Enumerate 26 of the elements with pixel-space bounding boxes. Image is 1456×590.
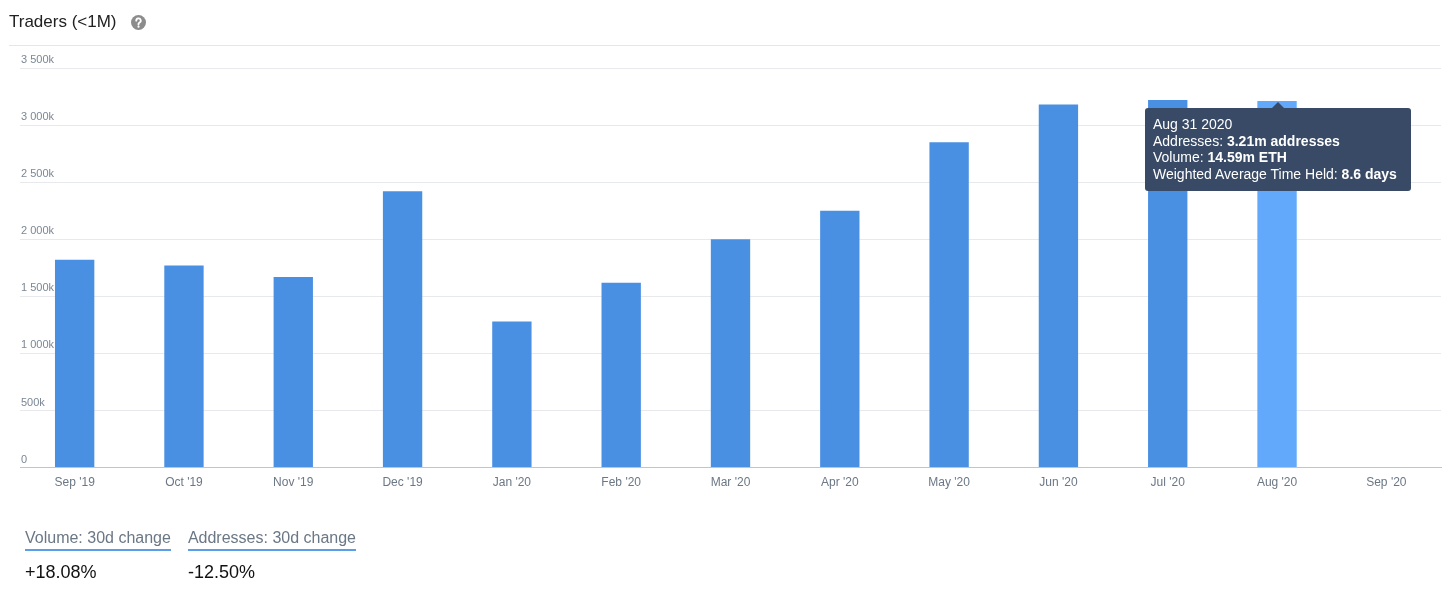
x-tick-label: Jan '20 (492, 475, 532, 490)
y-tick-label: 3 500k (21, 53, 55, 66)
y-tick-label: 500k (21, 395, 46, 408)
x-tick-label: Oct '19 (165, 475, 204, 490)
y-tick-label: 3 000k (21, 110, 55, 123)
y-tick-label: 1 000k (21, 338, 55, 351)
x-tick-label: May '20 (928, 475, 971, 490)
x-tick-label: Aug '20 (1256, 475, 1298, 490)
text: Volume: 30d change (25, 528, 171, 551)
x-tick-label: Apr '20 (820, 475, 859, 490)
text: -12.50% (187, 561, 256, 583)
x-tick-label: Sep '19 (54, 475, 96, 490)
x-tick-label: Feb '20 (601, 475, 642, 490)
x-tick-label: Mar '20 (710, 475, 751, 490)
y-tick-label: 2 000k (21, 224, 55, 237)
x-tick-label: Dec '19 (382, 475, 424, 490)
y-tick-label: 1 500k (21, 281, 55, 294)
x-tick-label: Jun '20 (1039, 475, 1078, 490)
x-tick-label: Nov '19 (273, 475, 314, 490)
x-tick-label: Jul '20 (1150, 475, 1186, 490)
y-tick-label: 0 (21, 452, 28, 465)
chart-title: Traders (<1M) (9, 12, 117, 32)
x-tick-label: Sep '20 (1366, 475, 1407, 490)
text: Addresses: 30d change (187, 528, 357, 551)
text: +18.08% (25, 561, 98, 583)
y-tick-label: 2 500k (21, 167, 55, 180)
